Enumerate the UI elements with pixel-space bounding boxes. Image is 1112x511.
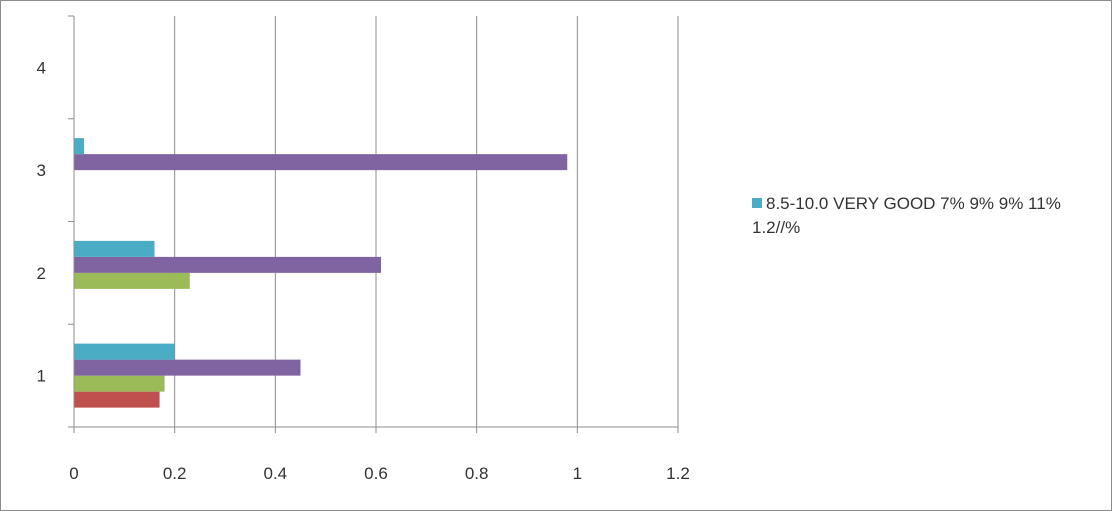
- bar: [74, 154, 568, 171]
- x-tick-label: 1: [573, 464, 582, 483]
- x-tick-label: 0: [69, 464, 78, 483]
- y-tick-label: 1: [37, 367, 46, 386]
- x-tick-label: 1.2: [666, 464, 690, 483]
- bar: [74, 343, 175, 360]
- tick-labels: 0 0.2 0.4 0.6 0.8 1 1.2 1 2 3 4: [37, 58, 690, 483]
- bar: [74, 272, 190, 289]
- bar: [74, 391, 160, 408]
- x-tick-label: 0.8: [465, 464, 489, 483]
- bar: [74, 359, 301, 376]
- axes: [68, 15, 679, 433]
- y-tick-label: 2: [37, 264, 46, 283]
- legend-entry-label: 8.5-10.0 VERY GOOD 7% 9% 9% 11% 1.2//%: [752, 194, 1061, 237]
- y-tick-label: 3: [37, 161, 46, 180]
- bars: [74, 138, 568, 408]
- legend-swatch: [752, 198, 762, 208]
- x-tick-label: 0.4: [264, 464, 288, 483]
- x-tick-label: 0.6: [364, 464, 388, 483]
- y-tick-label: 4: [37, 58, 46, 77]
- gridlines: [174, 16, 679, 427]
- bar: [74, 375, 165, 392]
- bar: [74, 240, 155, 257]
- legend: 8.5-10.0 VERY GOOD 7% 9% 9% 11% 1.2//%: [752, 192, 1092, 240]
- bar: [74, 138, 85, 155]
- bar: [74, 256, 382, 273]
- x-tick-label: 0.2: [163, 464, 187, 483]
